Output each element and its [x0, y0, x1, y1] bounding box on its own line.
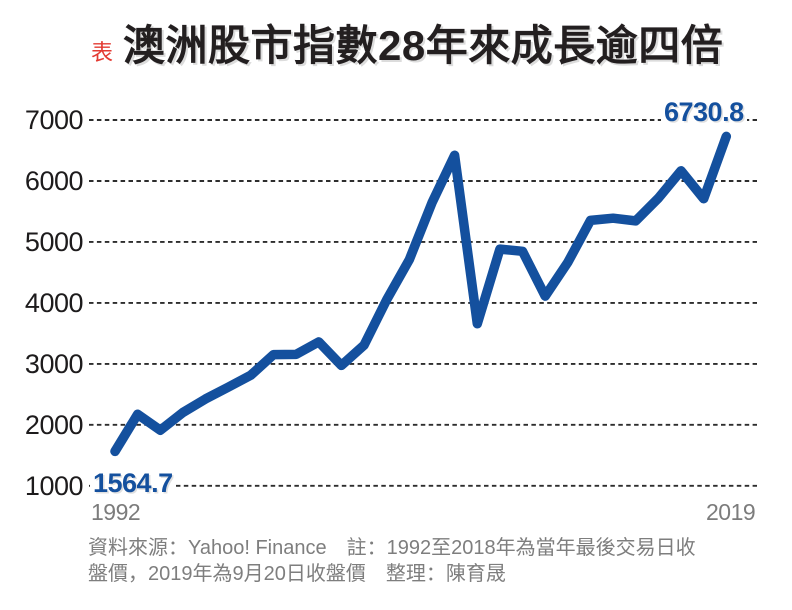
- source-note-line2: 盤價，2019年為9月20日收盤價 整理：陳育晟: [88, 563, 506, 585]
- chart-title: 澳洲股市指數28年來成長逾四倍: [123, 22, 724, 69]
- table-tag-label: 表: [91, 40, 114, 65]
- end-value-label: 6730.8: [661, 99, 747, 126]
- y-axis-tick-label: 4000: [24, 287, 84, 318]
- y-axis-tick-label: 1000: [24, 470, 84, 501]
- y-axis-tick-label: 7000: [24, 105, 84, 135]
- y-axis-tick-label: 5000: [24, 226, 84, 257]
- y-axis-tick-label: 6000: [24, 165, 84, 196]
- y-axis-tick-label: 2000: [24, 409, 84, 440]
- chart-footnote: 資料來源：Yahoo! Finance 註：1992至2018年為當年最後交易日…: [88, 535, 696, 587]
- index-line-series: [110, 131, 732, 457]
- y-axis-tick-label: 3000: [24, 348, 84, 379]
- x-axis-label-end: 2019: [706, 499, 756, 525]
- source-note-line1: 資料來源：Yahoo! Finance 註：1992至2018年為當年最後交易日…: [88, 537, 696, 559]
- start-value-label: 1564.7: [90, 470, 176, 497]
- x-axis-label-start: 1992: [91, 499, 141, 525]
